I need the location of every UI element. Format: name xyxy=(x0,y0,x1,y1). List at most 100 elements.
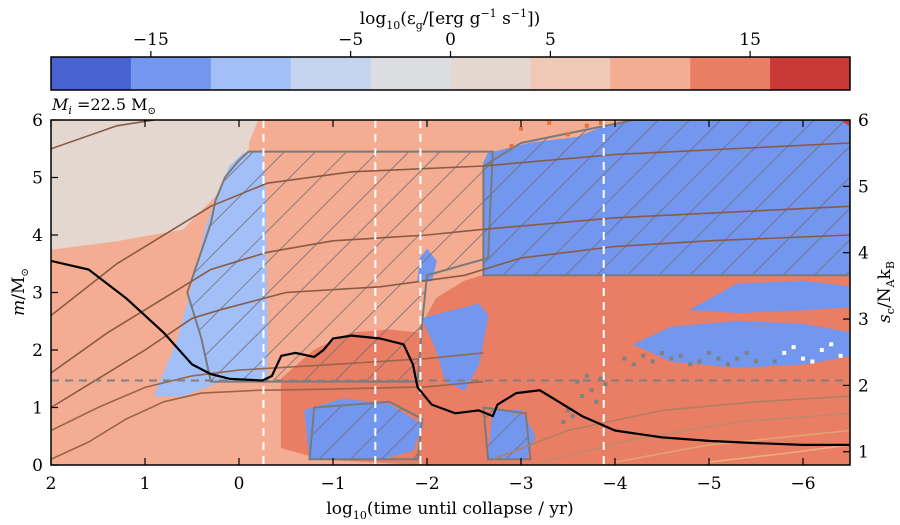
mass-contour-line xyxy=(708,444,850,463)
mass-contour-line xyxy=(51,142,850,317)
noise-point xyxy=(819,348,824,352)
colorbar-bin xyxy=(690,57,771,90)
noise-point xyxy=(782,350,787,355)
colorbar-frame xyxy=(50,56,851,91)
noise-point xyxy=(838,353,843,358)
y-tick-label: 6 xyxy=(32,111,43,131)
x-tick-label: 1 xyxy=(140,474,151,494)
noise-point xyxy=(589,388,594,393)
colorbar xyxy=(51,57,851,90)
noise-point xyxy=(707,350,711,355)
x-tick-label: −1 xyxy=(320,474,345,494)
colorbar-bin xyxy=(370,57,451,90)
colorbar-tick-label: 0 xyxy=(445,30,456,50)
noise-point xyxy=(598,120,603,125)
noise-point xyxy=(570,414,575,419)
heatmap-region xyxy=(51,120,259,250)
noise-point xyxy=(829,342,834,347)
mass-contour-line xyxy=(614,429,850,463)
noise-point xyxy=(810,359,815,364)
y-axis-title: m/M⊙ xyxy=(9,268,31,316)
y-tick-label: 2 xyxy=(32,341,43,361)
y2-tick-label: 2 xyxy=(858,376,869,396)
colorbar-bin xyxy=(130,57,212,90)
colorbar-bin xyxy=(290,57,372,90)
x-tick-label: 2 xyxy=(46,474,57,494)
noise-point xyxy=(631,362,636,367)
noise-point xyxy=(678,353,683,358)
x-tick-label: −2 xyxy=(414,474,439,494)
colorbar-bin xyxy=(450,57,531,90)
noise-point xyxy=(772,359,777,364)
noise-point xyxy=(603,382,608,387)
y2-tick-label: 4 xyxy=(858,244,869,264)
y2-axis-title: sc/NAkB xyxy=(875,261,897,323)
colorbar-bin xyxy=(770,57,851,90)
y2-tick-label: 1 xyxy=(858,443,869,463)
colorbar-tick-label: 5 xyxy=(545,30,556,50)
heatmap-region xyxy=(688,280,850,314)
mass-contour-line xyxy=(51,120,155,150)
heatmap-region xyxy=(421,303,489,391)
noise-point xyxy=(622,356,627,361)
colorbar-tick-label: −15 xyxy=(133,30,169,50)
noise-point xyxy=(669,356,674,361)
hatched-region xyxy=(482,120,850,277)
mass-contour-line xyxy=(539,412,850,463)
x-tick-label: 0 xyxy=(234,474,245,494)
noise-point xyxy=(660,350,664,355)
hatched-regions xyxy=(186,120,850,461)
noise-point xyxy=(641,353,646,358)
colorbar-bin xyxy=(51,57,132,90)
noise-point xyxy=(791,345,796,350)
noise-point xyxy=(716,356,721,361)
x-axis-title: log10(time until collapse / yr) xyxy=(326,499,573,522)
mass-contours xyxy=(51,120,850,463)
noise-point xyxy=(566,408,570,413)
noise-point xyxy=(688,362,693,367)
colorbar-bin xyxy=(530,57,611,90)
y2-tick-label: 6 xyxy=(858,111,869,131)
x-tick-label: −4 xyxy=(602,474,627,494)
y-tick-label: 3 xyxy=(32,284,43,304)
colorbar-label: log10(εg/[erg g−1 s−1]) xyxy=(360,7,541,32)
hatched-region xyxy=(482,406,532,461)
noise-point xyxy=(509,143,514,148)
hatched-region xyxy=(308,400,424,461)
noise-point xyxy=(598,376,603,381)
y-tick-label: 4 xyxy=(32,226,43,246)
colorbar-bin xyxy=(210,57,292,90)
noise-point xyxy=(580,394,585,398)
noise-point xyxy=(650,359,655,364)
mass-contour-line xyxy=(51,234,850,409)
noise-point xyxy=(584,373,589,378)
colorbar-tick-label: 15 xyxy=(739,30,761,50)
noise-point xyxy=(561,419,566,424)
heatmap-region xyxy=(632,320,850,368)
noise-point xyxy=(575,379,580,384)
noise-point xyxy=(754,359,758,364)
y2-tick-label: 5 xyxy=(858,177,869,197)
initial-mass-label: Mi =22.5 M⊙ xyxy=(51,95,156,117)
noise-point xyxy=(735,356,740,361)
noise-point xyxy=(594,399,599,404)
noise-point xyxy=(744,350,749,355)
mass-contour-line xyxy=(492,395,850,461)
noise-point xyxy=(725,362,730,367)
x-tick-label: −6 xyxy=(790,474,815,494)
mass-contour-line xyxy=(51,380,484,461)
colorbar-tick-label: −5 xyxy=(338,30,363,50)
axis-ticks: 2 1 0 −1 −2 −3 −4 −5 −6 0 1 2 3 4 5 6 1 2 3 4 5 6 xyxy=(32,111,869,494)
colorbar-ticks: −15 −5 0 5 15 xyxy=(133,30,761,57)
colorbar-bin xyxy=(610,57,691,90)
noise-points xyxy=(509,120,843,424)
noise-point xyxy=(801,356,805,361)
y-tick-label: 5 xyxy=(32,169,43,189)
x-tick-label: −5 xyxy=(696,474,721,494)
noise-point xyxy=(584,123,589,128)
noise-point xyxy=(519,126,523,131)
central-entropy-curve xyxy=(51,259,850,446)
noise-point xyxy=(566,132,570,137)
vertical-dashed-lines xyxy=(262,120,605,465)
